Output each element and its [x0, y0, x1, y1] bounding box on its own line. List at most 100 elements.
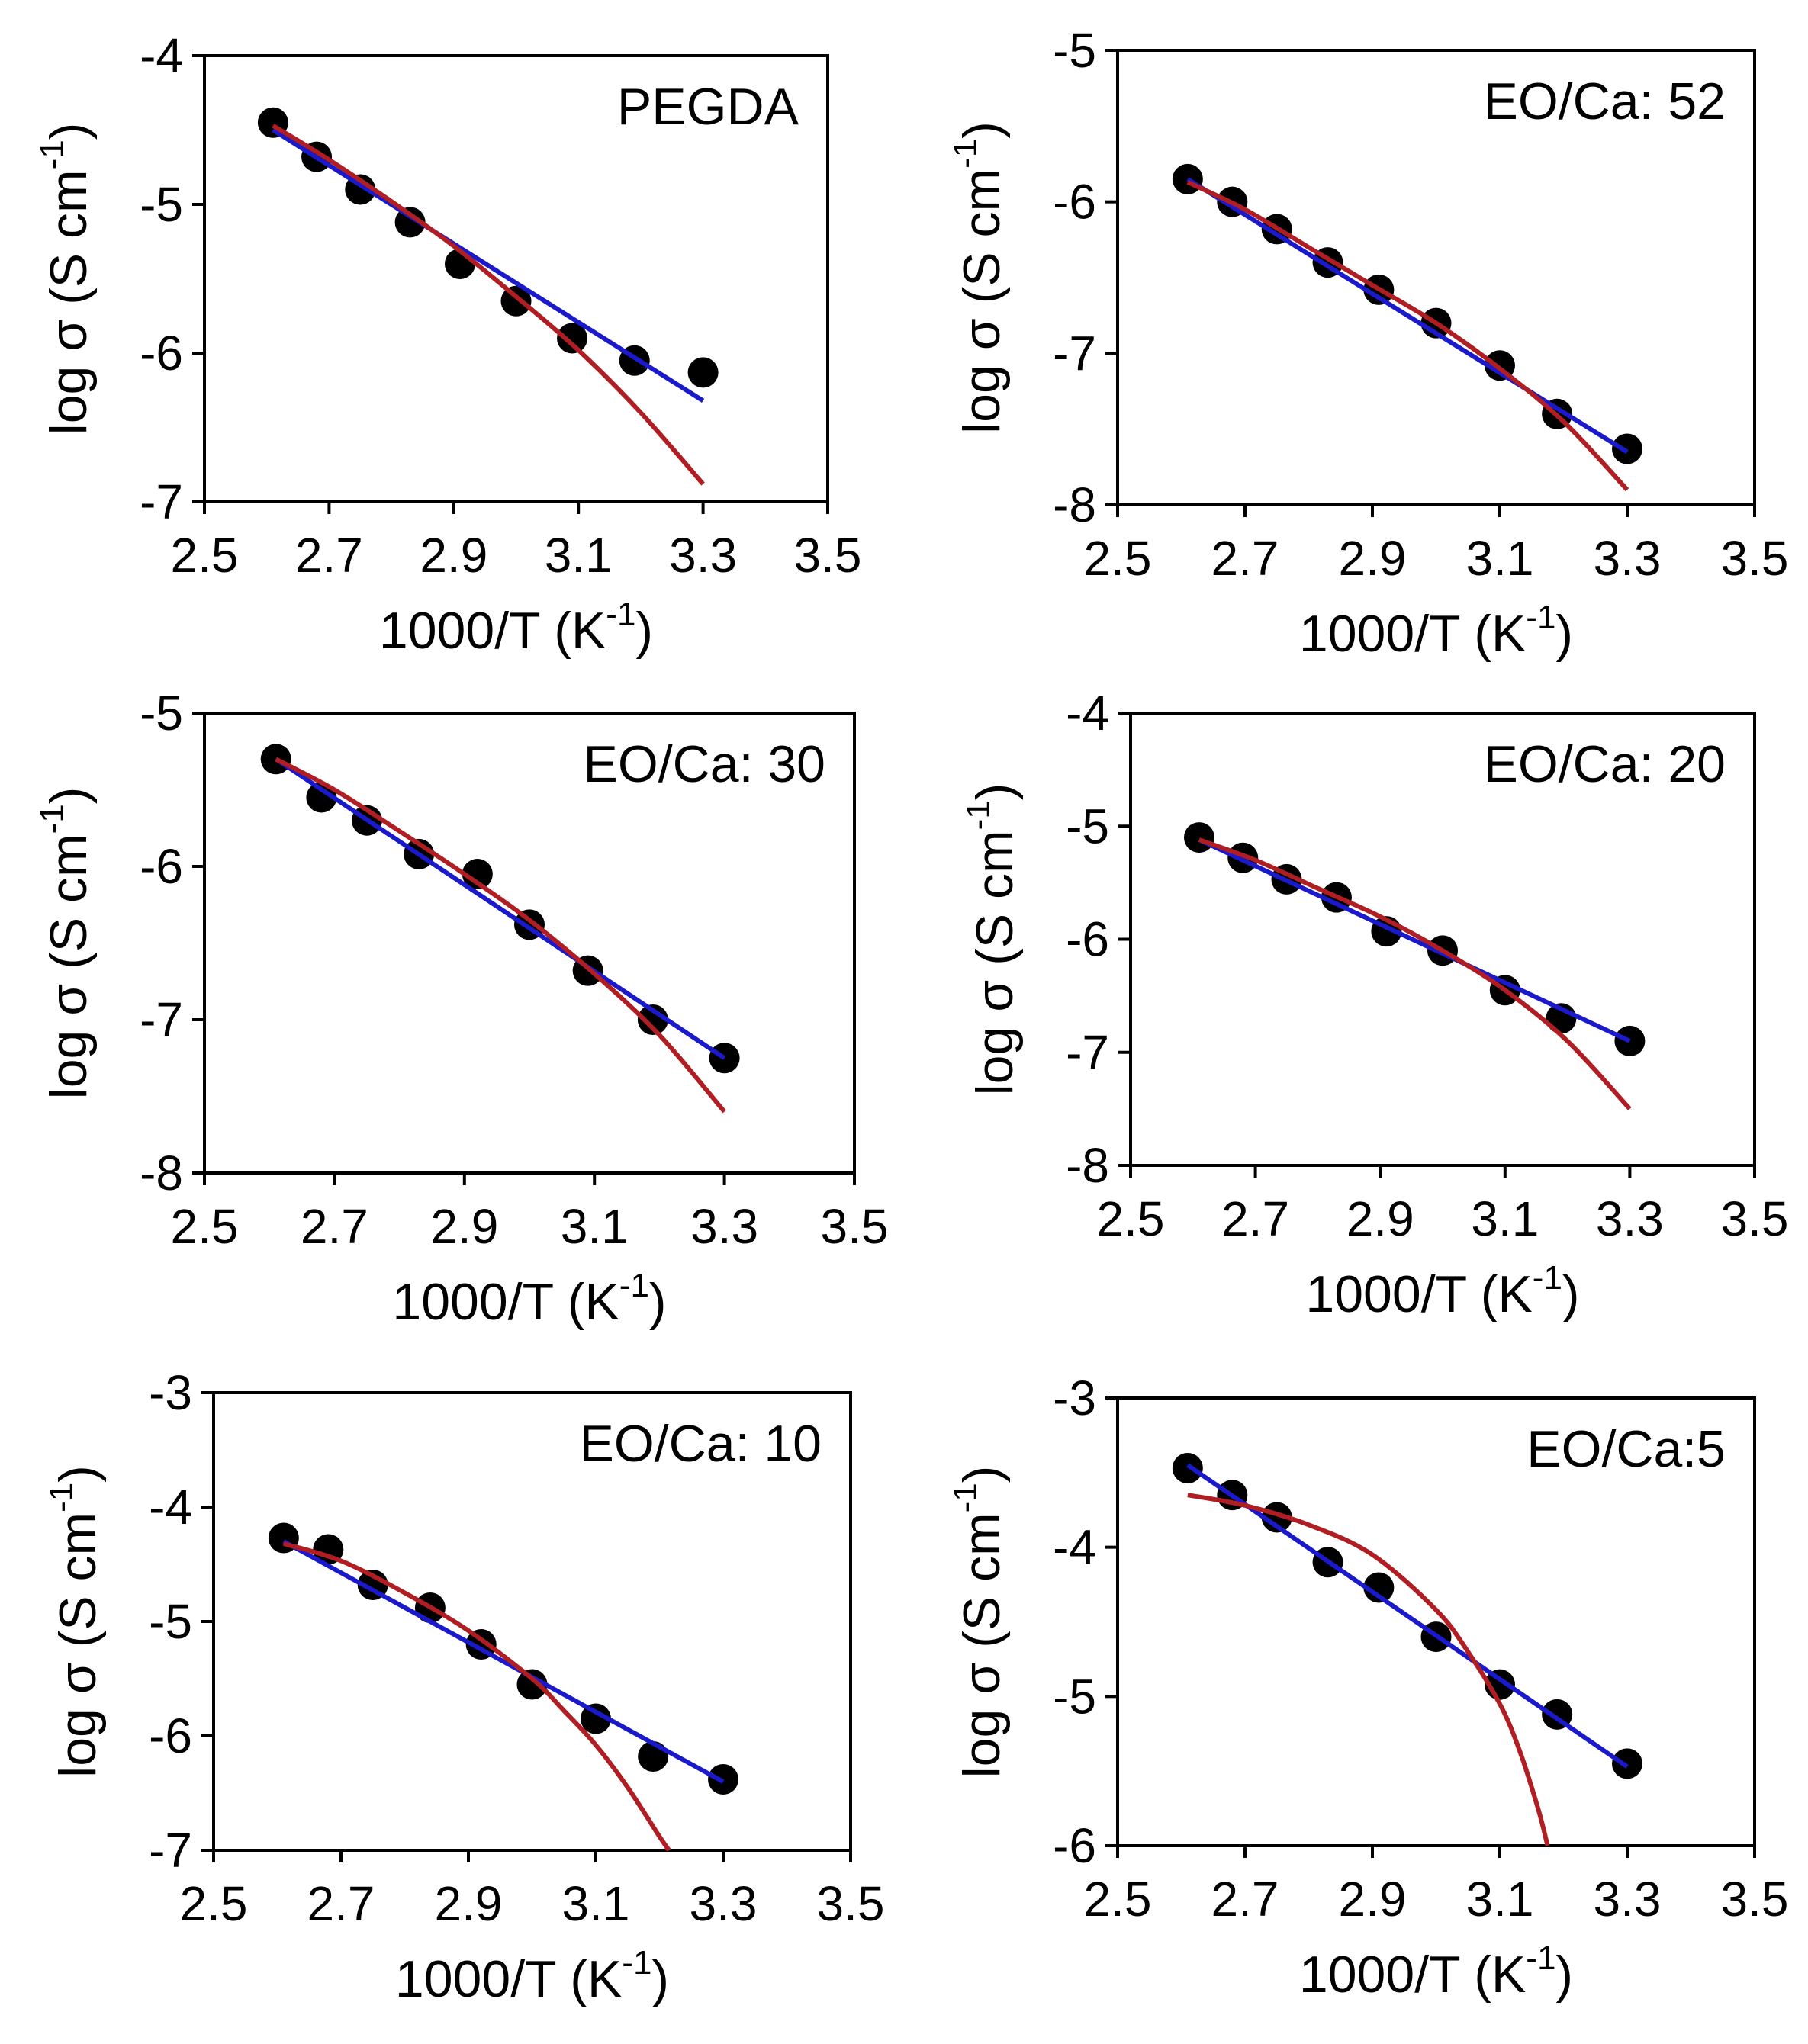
y-tick-label: -6 — [149, 1708, 192, 1763]
vtf-fit-curve — [1186, 180, 1629, 492]
x-axis-label: 1000/T (K-1) — [392, 1267, 666, 1331]
y-tick-label: -7 — [1053, 326, 1096, 381]
linear-fit-line — [1186, 177, 1629, 455]
x-tick-label: 3.3 — [1594, 531, 1662, 586]
y-axis-label: log σ (S cm-1) — [947, 1466, 1011, 1779]
data-point — [687, 357, 719, 388]
x-tick-label: 2.5 — [1097, 1191, 1165, 1246]
data-point — [500, 285, 532, 317]
y-tick-label: -6 — [1066, 912, 1109, 967]
y-tick-label: -6 — [1053, 175, 1096, 230]
x-tick-label: 2.9 — [435, 1876, 503, 1931]
y-axis-label: log σ (S cm-1) — [34, 787, 98, 1100]
y-tick-label: -6 — [140, 326, 183, 381]
x-tick-label: 2.7 — [1211, 1872, 1279, 1927]
y-tick-label: -4 — [149, 1480, 192, 1535]
y-axis-label: log σ (S cm-1) — [960, 783, 1024, 1096]
x-tick-label: 3.5 — [1721, 1872, 1789, 1927]
y-axis-label: log σ (S cm-1) — [43, 1465, 107, 1778]
panel-title: EO/Ca: 30 — [584, 735, 826, 793]
x-tick-label: 3.5 — [1721, 1191, 1789, 1246]
chart-panel-1: 2.5 2.7 2.9 3.1 3.3 3.5 -4 -5 -6 -7 1000/T (K-1) lo… — [34, 28, 861, 660]
x-tick-label: 3.3 — [1596, 1191, 1664, 1246]
vtf-fit-curve — [1187, 1493, 1550, 1846]
y-tick-label: -4 — [1053, 1520, 1096, 1575]
data-point — [1172, 1452, 1203, 1483]
x-tick-label: 3.1 — [1471, 1191, 1539, 1246]
panel-title: EO/Ca: 10 — [580, 1415, 822, 1473]
y-tick-label: -7 — [1066, 1025, 1109, 1080]
plot-frame — [203, 712, 856, 1175]
data-point — [394, 207, 426, 238]
x-tick-label: 2.7 — [295, 528, 363, 583]
x-axis-label: 1000/T (K-1) — [379, 596, 653, 660]
panel-title: EO/Ca: 20 — [1484, 735, 1726, 793]
x-tick-label: 2.9 — [1339, 1872, 1407, 1927]
data-point — [1183, 822, 1214, 853]
x-tick-label: 3.1 — [545, 528, 613, 583]
vtf-fit-curve — [275, 757, 726, 1114]
y-tick-label: -5 — [1053, 23, 1096, 78]
x-tick-label: 3.1 — [1466, 1872, 1534, 1927]
x-tick-label: 3.3 — [1594, 1872, 1662, 1927]
plot-frame — [203, 54, 829, 503]
y-tick-label: -4 — [1066, 686, 1109, 741]
y-tick-label: -7 — [140, 474, 183, 529]
y-tick-label: -7 — [149, 1823, 192, 1878]
y-tick-label: -5 — [140, 686, 183, 741]
x-tick-label: 2.9 — [430, 1199, 498, 1254]
y-tick-label: -5 — [1066, 799, 1109, 853]
x-tick-label: 2.5 — [1084, 531, 1152, 586]
data-point — [581, 1703, 611, 1734]
panel-title: PEGDA — [617, 78, 799, 136]
panel-title: EO/Ca:5 — [1527, 1420, 1726, 1478]
y-tick-label: -8 — [140, 1146, 183, 1200]
y-tick-label: -5 — [140, 177, 183, 232]
vtf-fit-curve — [282, 1541, 671, 1852]
y-tick-label: -5 — [1053, 1669, 1096, 1724]
y-axis-label: log σ (S cm-1) — [947, 121, 1011, 434]
linear-fit-line — [1198, 837, 1631, 1043]
linear-fit-line — [272, 127, 705, 403]
x-tick-label: 3.1 — [1466, 531, 1534, 586]
y-tick-label: -6 — [140, 839, 183, 894]
chart-panel-6: 2.5 2.7 2.9 3.1 3.3 3.5 -3 -4 -5 -6 1000/T (K-1) lo… — [947, 1371, 1788, 2004]
y-tick-label: -8 — [1066, 1138, 1109, 1193]
x-tick-label: 2.5 — [171, 1199, 239, 1254]
linear-fit-line — [275, 757, 726, 1060]
y-tick-label: -3 — [1053, 1371, 1096, 1425]
data-point — [462, 859, 493, 890]
x-tick-label: 2.7 — [1211, 531, 1279, 586]
data-point — [306, 782, 337, 813]
y-tick-label: -7 — [140, 992, 183, 1047]
data-point — [1363, 1572, 1395, 1603]
data-point — [516, 1669, 548, 1700]
data-point — [1612, 1748, 1642, 1779]
y-tick-label: -6 — [1053, 1818, 1096, 1873]
x-axis-label: 1000/T (K-1) — [1299, 1940, 1573, 2004]
y-tick-label: -5 — [149, 1594, 192, 1649]
x-tick-label: 2.9 — [420, 528, 487, 583]
chart-panel-4: 2.5 2.7 2.9 3.1 3.3 3.5 -4 -5 -6 -7 -8 1000/T (K-1)… — [960, 686, 1788, 1323]
vtf-fit-curve — [272, 124, 705, 486]
linear-fit-line — [1186, 1463, 1629, 1769]
data-point — [1612, 433, 1642, 464]
x-tick-label: 3.3 — [690, 1199, 758, 1254]
panel-title: EO/Ca: 52 — [1484, 72, 1726, 130]
x-tick-label: 2.9 — [1346, 1191, 1414, 1246]
x-tick-label: 3.5 — [794, 528, 862, 583]
data-point — [637, 1004, 668, 1035]
x-tick-label: 2.5 — [180, 1876, 248, 1931]
x-tick-label: 3.3 — [669, 528, 737, 583]
x-tick-label: 2.7 — [1221, 1191, 1289, 1246]
x-tick-label: 3.5 — [1721, 531, 1789, 586]
linear-fit-line — [282, 1539, 725, 1784]
x-tick-label: 3.3 — [690, 1876, 758, 1931]
x-tick-label: 3.5 — [817, 1876, 885, 1931]
x-tick-label: 2.5 — [171, 528, 239, 583]
x-tick-label: 3.1 — [562, 1876, 630, 1931]
chart-panel-5: 2.5 2.7 2.9 3.1 3.3 3.5 -3 -4 -5 -6 -7 1000/T (K-1)… — [43, 1365, 884, 2008]
x-axis-label: 1000/T (K-1) — [1305, 1259, 1579, 1323]
x-tick-label: 2.7 — [307, 1876, 375, 1931]
